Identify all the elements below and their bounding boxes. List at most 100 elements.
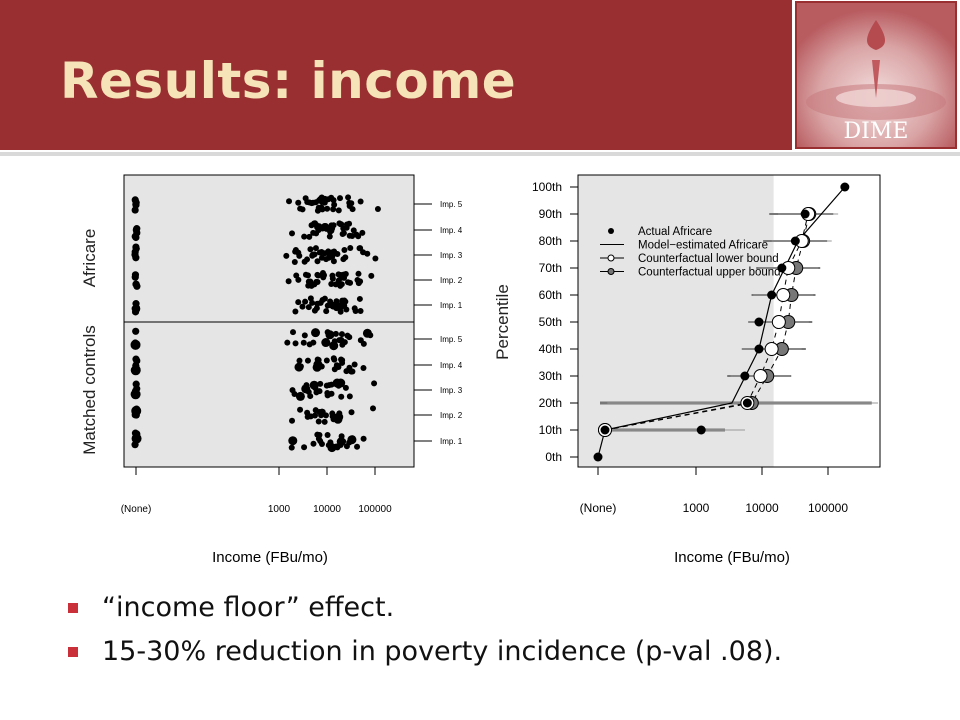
y-tick-label: 30th	[539, 369, 562, 383]
data-point	[292, 308, 299, 315]
data-point	[328, 281, 335, 288]
data-point	[346, 334, 353, 341]
data-point	[331, 201, 338, 208]
data-point	[132, 380, 140, 388]
data-point	[341, 247, 348, 254]
data-point	[131, 206, 139, 214]
data-point	[299, 206, 306, 213]
data-point	[309, 380, 319, 390]
imp-label: Imp. 3	[440, 251, 463, 260]
data-point	[132, 233, 140, 242]
bullet-text: “income floor” effect.	[102, 592, 395, 623]
data-point	[327, 228, 334, 235]
data-point	[357, 308, 364, 315]
data-point	[302, 271, 309, 278]
data-point	[350, 227, 357, 234]
lower-bound-point	[771, 315, 786, 329]
data-point	[295, 199, 302, 206]
data-point	[131, 308, 140, 316]
data-point	[299, 303, 306, 310]
left-x-ticks: (None) 1000 10000 100000	[121, 467, 392, 515]
data-point	[337, 221, 344, 228]
data-point	[357, 198, 364, 205]
imp-label: Imp. 4	[440, 226, 463, 235]
data-point	[306, 233, 313, 240]
data-point	[313, 389, 320, 396]
data-point	[338, 393, 345, 400]
data-point	[314, 258, 321, 265]
data-point	[307, 393, 314, 400]
slide-title: Results: income	[60, 52, 517, 110]
data-point	[346, 199, 353, 206]
left-chart: Imp. 5 Imp. 4 Imp. 3 Imp. 2 Imp. 1 Imp. 5 Imp.…	[80, 174, 463, 566]
data-point	[288, 444, 295, 451]
lower-bound-line	[604, 213, 809, 431]
data-point	[335, 363, 342, 370]
data-point	[301, 258, 308, 265]
data-point	[372, 255, 379, 262]
data-point	[295, 391, 305, 401]
data-point	[308, 222, 315, 229]
data-point	[132, 198, 140, 207]
imp-label: Imp. 5	[440, 335, 463, 344]
data-point	[339, 298, 346, 305]
data-point	[338, 281, 345, 288]
data-point	[323, 308, 330, 315]
data-point	[314, 278, 321, 285]
data-point	[374, 206, 381, 213]
data-point	[312, 245, 319, 252]
data-point	[318, 363, 325, 370]
data-point	[301, 332, 308, 339]
data-point	[337, 195, 344, 202]
x-tick-label: 1000	[683, 501, 710, 515]
right-y-ticks: 0th 10th 20th 30th 40th 50th 60th 70th 80th 90th 1…	[532, 180, 578, 464]
data-point	[130, 365, 141, 376]
data-point	[312, 412, 319, 419]
data-point	[360, 340, 367, 347]
x-tick-label: (None)	[580, 501, 617, 515]
actual-point	[742, 398, 752, 408]
data-point	[331, 338, 338, 345]
data-point	[319, 270, 326, 277]
data-point	[360, 435, 367, 442]
data-point	[316, 249, 323, 256]
data-point	[337, 272, 344, 279]
y-tick-label: 70th	[539, 261, 562, 275]
data-point	[335, 207, 342, 214]
data-point	[338, 433, 345, 440]
x-tick-label: (None)	[121, 504, 152, 515]
data-point	[332, 378, 342, 388]
left-xlabel: Income (FBu/mo)	[212, 549, 328, 566]
data-point	[316, 432, 323, 439]
data-point	[311, 328, 321, 338]
data-point	[289, 417, 296, 424]
data-point	[301, 384, 311, 394]
data-point	[307, 295, 314, 302]
y-tick-label: 10th	[539, 423, 562, 437]
data-point	[347, 436, 354, 443]
data-point	[340, 256, 347, 263]
actual-point	[696, 425, 706, 435]
data-point	[326, 233, 333, 240]
data-point	[131, 271, 140, 279]
data-point	[296, 357, 303, 364]
data-point	[304, 413, 311, 420]
data-point	[295, 299, 302, 306]
data-point	[336, 410, 343, 417]
data-point	[302, 298, 309, 305]
legend-swatch	[608, 228, 614, 234]
data-point	[302, 195, 309, 202]
bullet-marker-icon	[68, 647, 78, 657]
data-point	[329, 303, 336, 310]
data-point	[318, 411, 325, 418]
data-point	[291, 258, 298, 265]
data-point	[131, 441, 139, 449]
data-point	[346, 393, 353, 400]
right-series	[593, 182, 878, 462]
data-point	[342, 384, 349, 391]
data-point	[322, 223, 329, 230]
actual-point	[600, 425, 610, 435]
data-point	[284, 339, 291, 346]
data-point	[323, 382, 330, 389]
